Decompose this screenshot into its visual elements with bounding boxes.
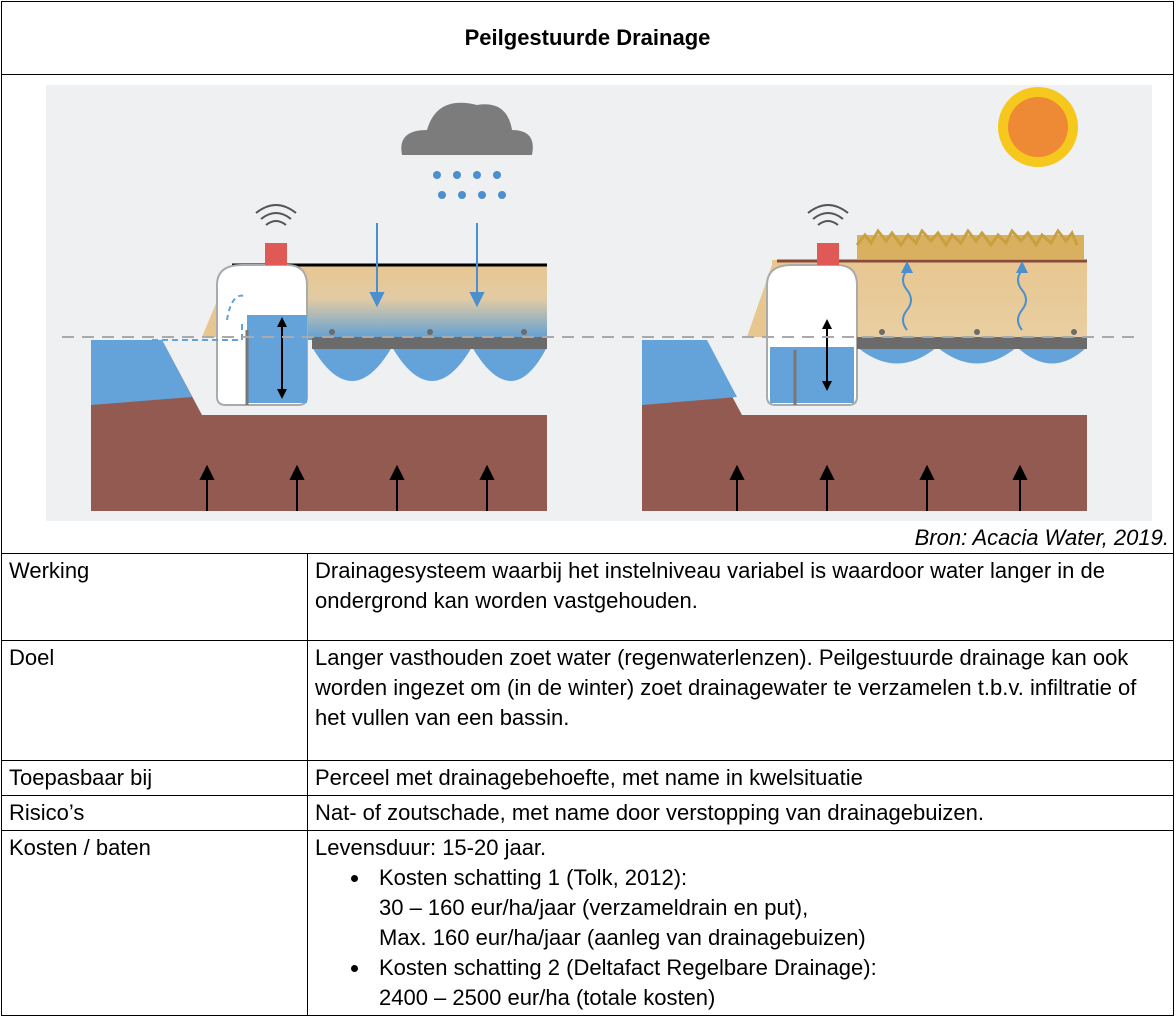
bullet-title: Kosten schatting 1 (Tolk, 2012): [379, 863, 1166, 893]
source-note: Bron: Acacia Water, 2019. [915, 523, 1169, 553]
row-label: Kosten / baten [2, 831, 308, 1016]
row-content: Perceel met drainagebehoefte, met name i… [308, 761, 1174, 796]
row-content: Nat- of zoutschade, met name door versto… [308, 796, 1174, 831]
row-content: Langer vasthouden zoet water (regenwater… [308, 641, 1174, 761]
table-title: Peilgestuurde Drainage [2, 2, 1174, 75]
page: Peilgestuurde Drainage [0, 0, 1176, 1005]
row-label: Werking [2, 554, 308, 641]
bullet-list: Kosten schatting 1 (Tolk, 2012):30 – 160… [315, 863, 1166, 1013]
bullet-item: Kosten schatting 2 (Deltafact Regelbare … [371, 953, 1166, 1013]
row-label: Risico’s [2, 796, 308, 831]
illustration [2, 75, 1172, 553]
info-table: Peilgestuurde Drainage [1, 1, 1174, 1016]
bullet-item: Kosten schatting 1 (Tolk, 2012):30 – 160… [371, 863, 1166, 953]
row-label: Toepasbaar bij [2, 761, 308, 796]
row-text: Nat- of zoutschade, met name door versto… [315, 798, 1166, 828]
row-text: Langer vasthouden zoet water (regenwater… [315, 643, 1166, 733]
row-text: Drainagesysteem waarbij het instelniveau… [315, 556, 1166, 616]
row-content: Drainagesysteem waarbij het instelniveau… [308, 554, 1174, 641]
bullet-line: Max. 160 eur/ha/jaar (aanleg van drainag… [379, 923, 1166, 953]
bullet-line: 30 – 160 eur/ha/jaar (verzameldrain en p… [379, 893, 1166, 923]
row-text: Levensduur: 15-20 jaar. [315, 833, 1166, 863]
bullet-title: Kosten schatting 2 (Deltafact Regelbare … [379, 953, 1166, 983]
row-label: Doel [2, 641, 308, 761]
row-text: Perceel met drainagebehoefte, met name i… [315, 763, 1166, 793]
row-content: Levensduur: 15-20 jaar.Kosten schatting … [308, 831, 1174, 1016]
bullet-line: 2400 – 2500 eur/ha (totale kosten) [379, 983, 1166, 1013]
illustration-cell: Bron: Acacia Water, 2019. [2, 75, 1174, 554]
